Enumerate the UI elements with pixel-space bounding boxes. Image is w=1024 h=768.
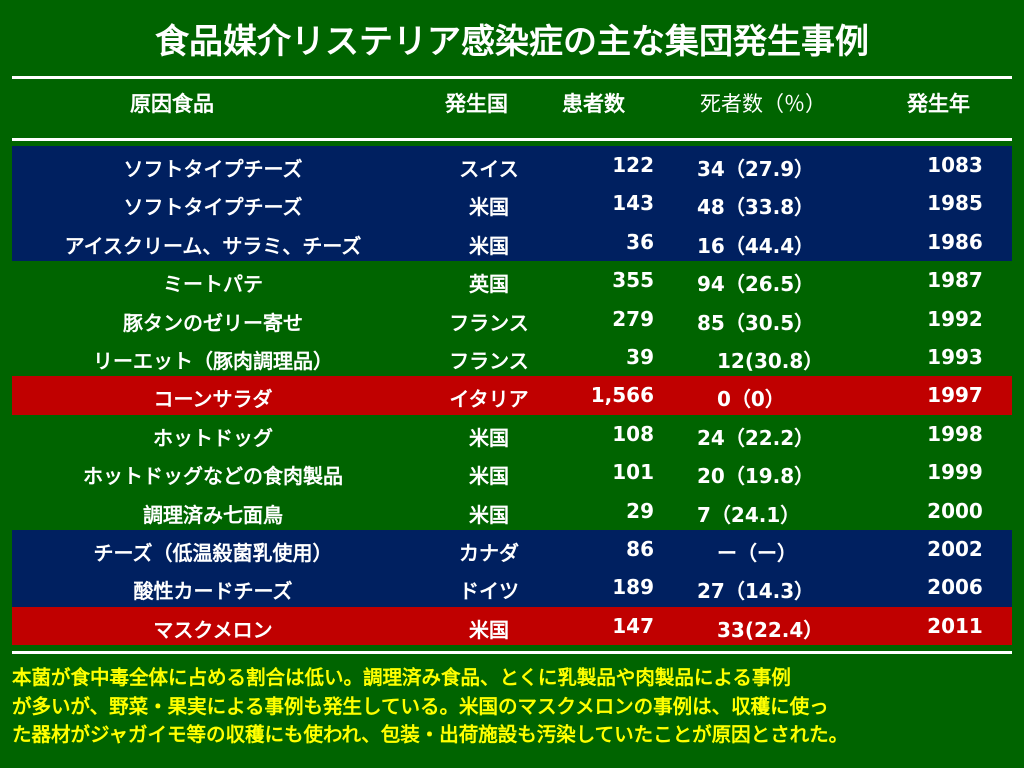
cell-year: 1993 <box>927 344 983 369</box>
cell-patients: 1,566 <box>590 383 654 408</box>
table-row: ホットドッグ 米国 108 24（22.2） 1998 <box>12 415 1012 453</box>
cell-country: カナダ <box>459 540 519 565</box>
table-header: 原因食品 発生国 患者数 死者数（％） 発生年 <box>0 88 1024 128</box>
cell-food: リーエット（豚肉調理品） <box>93 348 333 373</box>
header-food: 原因食品 <box>130 92 214 116</box>
header-deaths: 死者数（％） <box>700 92 826 116</box>
table-row: 酸性カードチーズ ドイツ 189 27（14.3） 2006 <box>12 568 1012 607</box>
cell-deaths: 0（0） <box>697 387 785 412</box>
table-row: リーエット（豚肉調理品） フランス 39 12(30.8） 1993 <box>12 338 1012 376</box>
cell-country: 米国 <box>469 195 509 220</box>
page-title: 食品媒介リステリア感染症の主な集団発生事例 <box>155 22 869 62</box>
cell-deaths: 85（30.5） <box>697 310 815 335</box>
table-row: 豚タンのゼリー寄せ フランス 279 85（30.5） 1992 <box>12 300 1012 338</box>
footer-divider <box>12 651 1012 654</box>
cell-country: 米国 <box>469 464 509 489</box>
header-patients: 患者数 <box>562 92 625 116</box>
cell-patients: 108 <box>612 421 654 446</box>
table-row: 調理済み七面鳥 米国 29 7（24.1） 2000 <box>12 492 1012 530</box>
cell-year: 1083 <box>927 153 983 177</box>
cell-deaths: 27（14.3） <box>697 579 815 604</box>
cell-patients: 29 <box>626 498 654 523</box>
cell-food: 豚タンのゼリー寄せ <box>123 310 303 335</box>
table-row: アイスクリーム、サラミ、チーズ 米国 36 16（44.4） 1986 <box>12 222 1012 262</box>
footer-line: が多いが、野菜・果実による事例も発生している。米国のマスクメロンの事例は、収穫に… <box>12 694 829 718</box>
table-row: ホットドッグなどの食肉製品 米国 101 20（19.8） 1999 <box>12 453 1012 491</box>
header-country: 発生国 <box>445 92 508 116</box>
table-row: チーズ（低温殺菌乳使用） カナダ 86 ー（ー） 2002 <box>12 529 1012 569</box>
cell-year: 2002 <box>927 536 983 561</box>
cell-food: ホットドッグなどの食肉製品 <box>83 464 343 489</box>
cell-year: 1998 <box>927 421 983 446</box>
cell-food: ソフトタイプチーズ <box>123 157 303 181</box>
cell-year: 2011 <box>927 613 983 638</box>
cell-deaths: 20（19.8） <box>697 464 815 489</box>
footer-line: 本菌が食中毒全体に占める割合は低い。調理済み食品、とくに乳製品や肉製品による事例 <box>12 666 791 689</box>
cell-year: 1992 <box>927 306 983 331</box>
cell-country: 英国 <box>469 272 509 297</box>
cell-patients: 122 <box>612 153 654 177</box>
cell-deaths: 48（33.8） <box>697 195 815 220</box>
header-year: 発生年 <box>907 92 970 116</box>
cell-country: フランス <box>449 310 529 335</box>
cell-patients: 279 <box>612 306 654 331</box>
cell-food: マスクメロン <box>153 617 273 642</box>
title-divider <box>12 76 1012 79</box>
cell-food: コーンサラダ <box>153 387 273 412</box>
cell-patients: 39 <box>626 344 654 369</box>
table-row: ミートパテ 英国 355 94（26.5） 1987 <box>12 261 1012 299</box>
cell-food: アイスクリーム、サラミ、チーズ <box>64 233 362 258</box>
cell-deaths: 7（24.1） <box>697 502 801 527</box>
cell-patients: 143 <box>612 191 654 216</box>
footer-line: た器材がジャガイモ等の収穫にも使われ、包装・出荷施設も汚染していたことが原因とさ… <box>12 723 849 746</box>
cell-year: 1986 <box>927 229 983 254</box>
cell-deaths: 94（26.5） <box>697 272 815 297</box>
cell-country: 米国 <box>469 617 509 642</box>
header-divider <box>12 138 1012 141</box>
cell-patients: 86 <box>626 536 654 561</box>
cell-year: 1987 <box>927 268 983 293</box>
cell-deaths: 12(30.8） <box>697 348 824 373</box>
cell-year: 1985 <box>927 191 983 216</box>
cell-patients: 355 <box>612 268 654 293</box>
table-row: コーンサラダ イタリア 1,566 0（0） 1997 <box>12 376 1012 415</box>
cell-food: ソフトタイプチーズ <box>123 195 303 220</box>
cell-year: 2006 <box>927 575 983 600</box>
cell-deaths: 33(22.4） <box>697 617 824 642</box>
cell-food: ミートパテ <box>163 272 263 297</box>
footer-note: 本菌が食中毒全体に占める割合は低い。調理済み食品、とくに乳製品や肉製品による事例… <box>12 664 1016 750</box>
cell-food: ホットドッグ <box>153 425 273 450</box>
cell-country: 米国 <box>469 233 509 258</box>
table-row: マスクメロン 米国 147 33(22.4） 2011 <box>12 606 1012 646</box>
cell-year: 1997 <box>927 383 983 408</box>
cell-country: ドイツ <box>459 579 519 604</box>
cell-deaths: 16（44.4） <box>697 233 815 258</box>
cell-food: チーズ（低温殺菌乳使用） <box>93 540 333 565</box>
cell-year: 2000 <box>927 498 983 523</box>
cell-patients: 36 <box>626 229 654 254</box>
cell-country: フランス <box>449 348 529 373</box>
cell-food: 酸性カードチーズ <box>133 579 293 604</box>
table-row: ソフトタイプチーズ 米国 143 48（33.8） 1985 <box>12 184 1012 223</box>
cell-patients: 101 <box>612 460 654 485</box>
cell-deaths: 24（22.2） <box>697 425 815 450</box>
table-row: ソフトタイプチーズ スイス 122 34（27.9） 1083 <box>12 146 1012 185</box>
cell-deaths: 34（27.9） <box>697 157 815 181</box>
outbreak-table: ソフトタイプチーズ スイス 122 34（27.9） 1083 ソフトタイプチーズ 米国 14… <box>12 146 1012 646</box>
cell-country: スイス <box>459 157 519 181</box>
cell-country: 米国 <box>469 425 509 450</box>
cell-deaths: ー（ー） <box>697 540 797 565</box>
cell-food: 調理済み七面鳥 <box>143 502 283 527</box>
cell-country: イタリア <box>449 387 529 412</box>
cell-year: 1999 <box>927 460 983 485</box>
cell-patients: 189 <box>612 575 654 600</box>
cell-patients: 147 <box>612 613 654 638</box>
cell-country: 米国 <box>469 502 509 527</box>
